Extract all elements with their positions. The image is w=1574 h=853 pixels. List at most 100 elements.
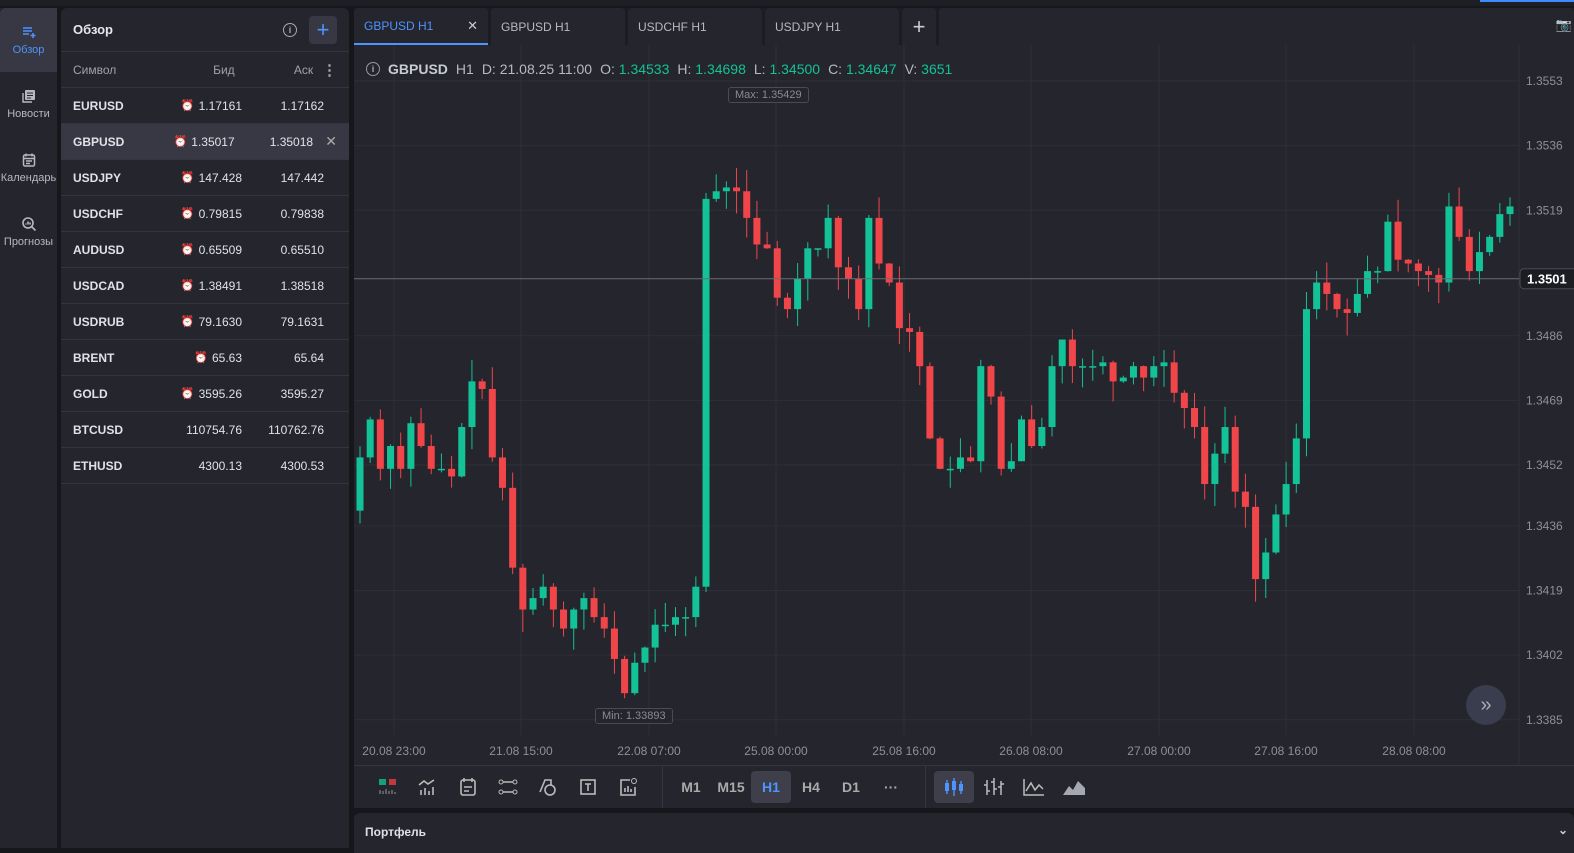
candle-body	[1465, 236, 1473, 272]
line-tool-icon[interactable]	[488, 771, 528, 803]
info-symbol: GBPUSD	[388, 61, 448, 77]
candle-body	[580, 598, 588, 610]
watchlist-row[interactable]: BTCUSD 110754.76 110762.76	[61, 412, 349, 448]
open-label: O:	[600, 61, 615, 77]
candle-body	[376, 419, 384, 469]
watchlist-row[interactable]: EURUSD ⏰ 1.17161 1.17162	[61, 88, 349, 124]
candle-body	[1374, 271, 1382, 273]
row-bid: ⏰ 1.35017	[159, 135, 235, 149]
candle-body	[977, 366, 985, 462]
watchlist-row[interactable]: GBPUSD ⏰ 1.35017 1.35018 ✕	[61, 124, 349, 160]
shapes-icon[interactable]	[528, 771, 568, 803]
tab-label: GBPUSD H1	[364, 18, 434, 33]
candle-body	[1170, 362, 1178, 393]
candle-body	[895, 282, 903, 329]
watchlist-row[interactable]: USDJPY ⏰ 147.428 147.442	[61, 160, 349, 196]
bid-value: 147.428	[198, 170, 242, 185]
watchlist-row[interactable]: AUDUSD ⏰ 0.65509 0.65510	[61, 232, 349, 268]
y-tick-label: 1.3519	[1526, 203, 1563, 217]
remove-symbol-icon[interactable]: ✕	[325, 133, 337, 149]
watchlist-title: Обзор	[73, 22, 113, 37]
candle-body	[926, 366, 934, 439]
calendar-tool-icon[interactable]	[448, 771, 488, 803]
candle-body	[1404, 259, 1412, 264]
candle-body	[610, 628, 618, 659]
watchlist-row[interactable]: USDRUB ⏰ 79.1630 79.1631	[61, 304, 349, 340]
rail-label: Календарь	[0, 172, 57, 184]
candle-body	[885, 263, 893, 283]
row-symbol: USDRUB	[73, 314, 125, 329]
info-icon[interactable]: i	[283, 22, 297, 37]
chart-settings-icon[interactable]	[608, 771, 648, 803]
bid-value: 65.63	[211, 350, 242, 365]
watchlist-row[interactable]: GOLD ⏰ 3595.26 3595.27	[61, 376, 349, 412]
timeframe-more[interactable]: ···	[884, 779, 898, 795]
x-tick-label: 21.08 15:00	[489, 744, 553, 758]
candle-body	[1384, 221, 1392, 272]
camera-icon[interactable]: 📷	[1555, 17, 1572, 32]
column-bid[interactable]: Бид	[213, 62, 235, 77]
candle-body	[1221, 427, 1229, 454]
candle-body	[763, 244, 771, 249]
chart-toolbar: M1 M15 H1 H4 D1 ···	[354, 765, 1574, 808]
candle-body	[1282, 484, 1290, 515]
timeframe-d1[interactable]: D1	[842, 779, 860, 795]
alarm-clock-icon: ⏰	[180, 172, 195, 184]
tab-gbpusd-h1[interactable]: GBPUSD H1	[491, 8, 625, 45]
tab-usdjpy-h1[interactable]: USDJPY H1	[765, 8, 899, 45]
column-ask[interactable]: Аск	[293, 62, 314, 77]
tab-usdchf-h1[interactable]: USDCHF H1	[628, 8, 762, 45]
rail-item-news[interactable]: Новости	[0, 72, 57, 136]
candle-body	[1313, 282, 1321, 310]
indicators-icon[interactable]	[368, 771, 408, 803]
candle-body	[814, 248, 822, 250]
candle-body	[824, 217, 832, 249]
timeframe-h1[interactable]: H1	[751, 771, 791, 803]
watchlist-row[interactable]: USDCAD ⏰ 1.38491 1.38518	[61, 268, 349, 304]
watchlist-row[interactable]: ETHUSD 4300.13 4300.53	[61, 448, 349, 484]
alarm-clock-icon: ⏰	[180, 208, 195, 220]
watchlist-row[interactable]: USDCHF ⏰ 0.79815 0.79838	[61, 196, 349, 232]
line-chart-icon[interactable]	[1014, 771, 1054, 803]
watchlist-row[interactable]: BRENT ⏰ 65.63 65.64	[61, 340, 349, 376]
candlestick-chart-icon[interactable]	[934, 771, 974, 803]
candle-body	[1425, 271, 1433, 275]
candle-body	[1079, 366, 1087, 368]
candle-body	[804, 248, 812, 279]
timeframe-m1[interactable]: M1	[681, 779, 701, 795]
scroll-to-latest-button[interactable]: »	[1466, 685, 1506, 725]
candle-body	[641, 647, 649, 663]
more-options-icon[interactable]: ⋮	[322, 61, 337, 79]
row-bid: 110754.76	[163, 423, 242, 437]
candle-body	[906, 328, 914, 332]
candle-body	[1231, 427, 1239, 492]
candle-body	[1119, 377, 1127, 382]
candle-body	[1455, 206, 1463, 237]
tab-gbpusd-h1-active[interactable]: GBPUSD H1 ✕	[354, 8, 488, 45]
candle-body	[1201, 427, 1209, 485]
chevron-down-icon[interactable]: ⌄	[1557, 823, 1568, 837]
price-chart[interactable]: 1.3553 1.3536 1.3519 1.3486 1.3469 1.3452 1.34…	[354, 45, 1574, 765]
add-tab-button[interactable]: +	[902, 8, 936, 45]
trend-volume-icon[interactable]	[408, 771, 448, 803]
rail-item-forecasts[interactable]: Прогнозы	[0, 200, 57, 264]
column-symbol[interactable]: Символ	[73, 62, 117, 77]
candle-body	[1252, 506, 1260, 580]
info-timeframe: H1	[455, 61, 474, 77]
bar-chart-icon[interactable]	[974, 771, 1014, 803]
candle-body	[498, 457, 506, 488]
timeframe-m15[interactable]: M15	[717, 779, 745, 795]
rail-item-overview[interactable]: Обзор	[0, 8, 57, 72]
area-chart-icon[interactable]	[1054, 771, 1094, 803]
info-icon[interactable]: i	[366, 62, 380, 76]
timeframe-h4[interactable]: H4	[802, 779, 820, 795]
current-price-box	[1519, 268, 1574, 290]
add-symbol-button[interactable]: +	[309, 15, 337, 44]
row-ask: 65.64	[293, 350, 324, 365]
portfolio-panel[interactable]: Портфель ⌄	[354, 813, 1574, 853]
candle-body	[1486, 236, 1494, 253]
text-tool-icon[interactable]	[568, 771, 608, 803]
rail-item-calendar[interactable]: Календарь	[0, 136, 57, 200]
close-tab-icon[interactable]: ✕	[467, 17, 478, 33]
candle-body	[743, 191, 751, 218]
